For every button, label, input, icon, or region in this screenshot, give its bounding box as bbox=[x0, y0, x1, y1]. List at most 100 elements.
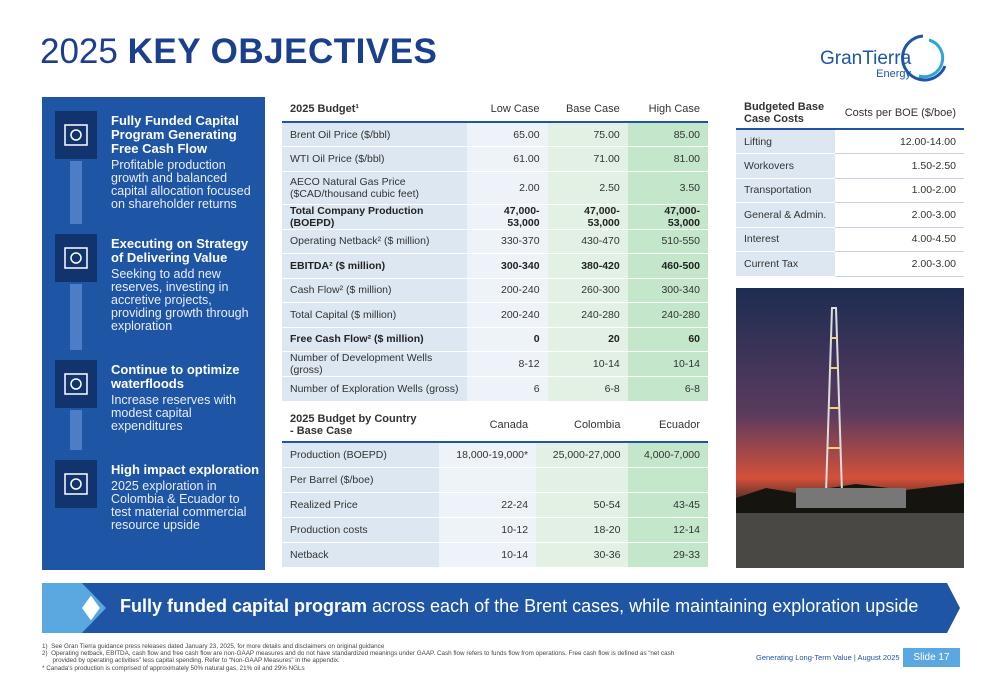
table-cell: 29-33 bbox=[628, 542, 708, 568]
slide-number: Slide 17 bbox=[903, 648, 960, 667]
budget-wrap: 2025 Budget¹ Low Case Base Case High Case Br… bbox=[282, 97, 708, 402]
table-row: Interest 4.00-4.50 bbox=[736, 227, 964, 252]
flow-arrow bbox=[70, 284, 82, 350]
table-cell: 6 bbox=[467, 376, 548, 402]
objective-heading: High impact exploration bbox=[111, 462, 260, 477]
table-cell: 1.00-2.00 bbox=[835, 178, 964, 203]
table-cell bbox=[439, 467, 537, 493]
table-row: Netback 10-14 30-36 29-33 bbox=[282, 542, 708, 568]
objective: Continue to optimize waterfloods Increase… bbox=[111, 363, 261, 433]
banner bbox=[42, 583, 960, 633]
objective: Executing on Strategy of Delivering Valu… bbox=[111, 237, 261, 333]
icon-art bbox=[64, 124, 88, 146]
table-cell: 30-36 bbox=[536, 542, 629, 568]
table-cell: Realized Price bbox=[282, 492, 440, 518]
table-cell bbox=[536, 467, 629, 493]
table-cell: 60 bbox=[627, 327, 708, 352]
table-row: AECO Natural Gas Price ($CAD/thousand cu… bbox=[282, 171, 708, 205]
table-cell: 81.00 bbox=[627, 146, 708, 172]
column-header: 2025 Budget by Country - Base Case bbox=[282, 408, 440, 443]
table-row: Cash Flow² ($ million) 200-240 260-300 300-… bbox=[282, 278, 708, 303]
flow-arrow bbox=[70, 161, 82, 224]
table-cell: 4.00-4.50 bbox=[835, 227, 964, 252]
table-row: Free Cash Flow² ($ million) 0 20 60 bbox=[282, 327, 708, 352]
table-cell: 3.50 bbox=[627, 171, 708, 205]
table-cell: 18-20 bbox=[536, 517, 629, 543]
table-row: Per Barrel ($/boe) bbox=[282, 467, 708, 493]
footnote: 2) Operating netback, EBITDA, cash flow … bbox=[42, 650, 675, 664]
table-cell: 430-470 bbox=[547, 229, 628, 254]
table-row: Brent Oil Price ($/bbl) 65.00 75.00 85.00 bbox=[282, 122, 708, 147]
table-cell: 260-300 bbox=[547, 278, 628, 303]
table-row: Current Tax 2.00-3.00 bbox=[736, 251, 964, 277]
table-cell: 200-240 bbox=[467, 302, 548, 328]
table-cell: 75.00 bbox=[547, 122, 628, 147]
table-cell: Production (BOEPD) bbox=[282, 442, 440, 468]
table-row: Number of Development Wells (gross) 8-12 1… bbox=[282, 351, 708, 377]
table-row: Total Company Production (BOEPD) 47,000-5… bbox=[282, 204, 708, 230]
table-cell: 10-14 bbox=[547, 351, 628, 377]
table-row: Number of Exploration Wells (gross) 6 6-8 6… bbox=[282, 376, 708, 402]
objective-body: Seeking to add new reserves, investing i… bbox=[111, 267, 249, 333]
table-cell: 43-45 bbox=[628, 492, 708, 518]
table-row: EBITDA² ($ million) 300-340 380-420 460-500 bbox=[282, 253, 708, 279]
column-header: 2025 Budget¹ bbox=[282, 97, 468, 123]
table-cell: 18,000-19,000* bbox=[439, 442, 537, 468]
table-cell: 300-340 bbox=[627, 278, 708, 303]
table-cell: 2.00 bbox=[467, 171, 548, 205]
table-cell: 12.00-14.00 bbox=[835, 129, 964, 154]
column-header: Colombia bbox=[536, 408, 629, 443]
objective-icon bbox=[55, 460, 97, 508]
table-cell: 10-14 bbox=[439, 542, 537, 568]
column-header: Canada bbox=[439, 408, 537, 443]
table-row: General & Admin. 2.00-3.00 bbox=[736, 202, 964, 228]
table-cell: 2.50 bbox=[547, 171, 628, 205]
title-light: 2025 bbox=[40, 32, 118, 71]
objective-heading: Continue to optimize waterfloods bbox=[111, 362, 240, 391]
table-cell: 25,000-27,000 bbox=[536, 442, 629, 468]
objective-heading: Executing on Strategy of Delivering Valu… bbox=[111, 236, 249, 265]
table-row: Production (BOEPD) 18,000-19,000* 25,000-2… bbox=[282, 442, 708, 468]
footnote: * Canada's production is comprised of ap… bbox=[42, 665, 305, 672]
logo: GranTierra Energy bbox=[820, 34, 947, 82]
table-cell: 240-280 bbox=[547, 302, 628, 328]
table-row: WTI Oil Price ($/bbl) 61.00 71.00 81.00 bbox=[282, 146, 708, 172]
banner-rest: across each of the Brent cases, while ma… bbox=[367, 596, 919, 616]
column-header: Low Case bbox=[467, 97, 548, 123]
table-cell: 61.00 bbox=[467, 146, 548, 172]
table-row: Production costs 10-12 18-20 12-14 bbox=[282, 517, 708, 543]
table-cell: 20 bbox=[547, 327, 628, 352]
table-cell: 47,000-53,000 bbox=[467, 204, 548, 230]
table-row: Total Capital ($ million) 200-240 240-280 2… bbox=[282, 302, 708, 328]
table-cell: Total Company Production (BOEPD) bbox=[282, 204, 468, 230]
table-cell: Per Barrel ($/boe) bbox=[282, 467, 440, 493]
objective-icon bbox=[55, 234, 97, 282]
logo-name: GranTierra bbox=[820, 48, 912, 69]
table-cell: 240-280 bbox=[627, 302, 708, 328]
header-row: 2025 Budget¹ Low Case Base Case High Case bbox=[282, 97, 708, 123]
table-row: Transportation 1.00-2.00 bbox=[736, 178, 964, 203]
table-row: Realized Price 22-24 50-54 43-45 bbox=[282, 492, 708, 518]
table-cell bbox=[628, 467, 708, 493]
column-header: Costs per BOE ($/boe) bbox=[835, 97, 964, 130]
table-cell: Brent Oil Price ($/bbl) bbox=[282, 122, 468, 147]
logo-sub: Energy bbox=[876, 68, 911, 80]
table-cell: AECO Natural Gas Price ($CAD/thousand cu… bbox=[282, 171, 468, 205]
table-cell: 1.50-2.50 bbox=[835, 153, 964, 179]
table-cell: 65.00 bbox=[467, 122, 548, 147]
table-cell: 2.00-3.00 bbox=[835, 251, 964, 277]
table-cell: 200-240 bbox=[467, 278, 548, 303]
budget-table: 2025 Budget¹ Low Case Base Case High Case Br… bbox=[282, 97, 708, 402]
table-cell: General & Admin. bbox=[736, 202, 836, 228]
objective-body: 2025 exploration in Colombia & Ecuador t… bbox=[111, 479, 247, 532]
icon-art bbox=[64, 247, 88, 269]
footnote: 1) See Gran Tierra guidance press releas… bbox=[42, 643, 385, 650]
table-cell: WTI Oil Price ($/bbl) bbox=[282, 146, 468, 172]
country-wrap: 2025 Budget by Country - Base Case Canada… bbox=[282, 408, 708, 568]
table-cell: 10-14 bbox=[627, 351, 708, 377]
table-cell: Workovers bbox=[736, 153, 836, 179]
table-cell: 330-370 bbox=[467, 229, 548, 254]
table-cell: 4,000-7,000 bbox=[628, 442, 708, 468]
icon-art bbox=[64, 373, 88, 395]
